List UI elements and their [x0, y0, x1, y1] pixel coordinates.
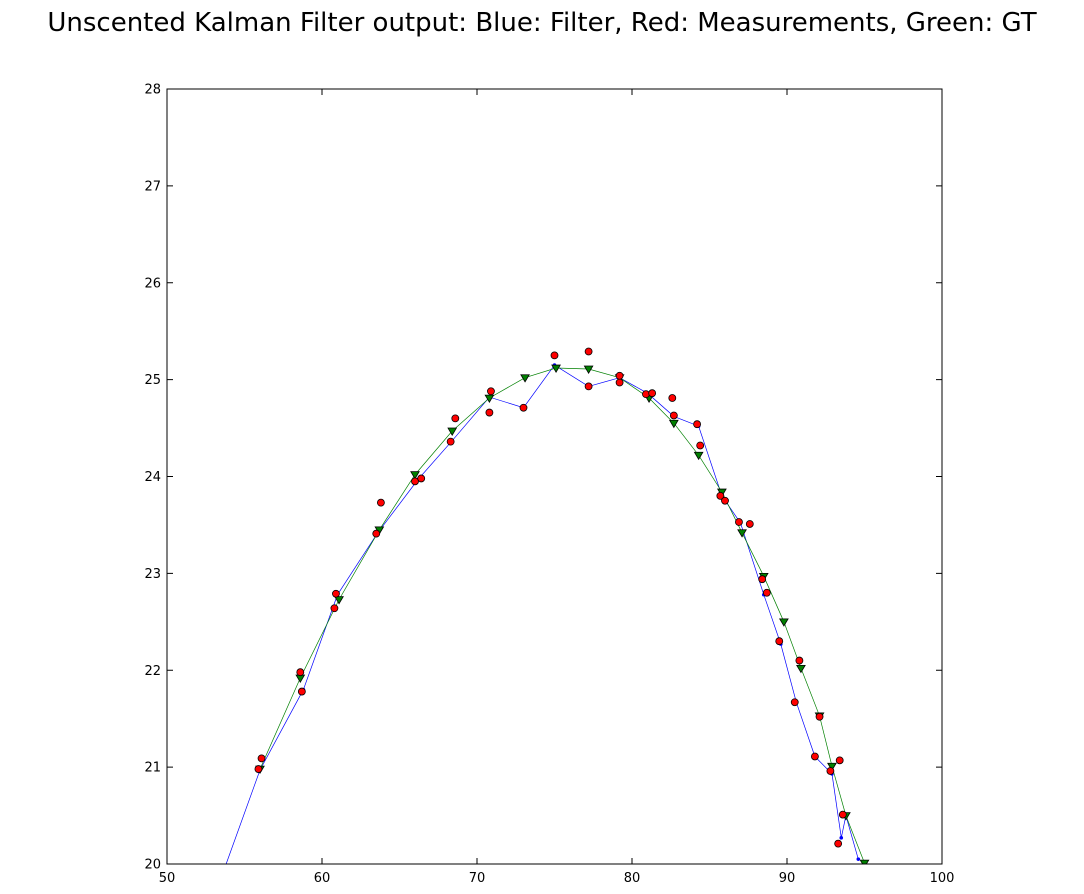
plot-frame: [166, 88, 943, 865]
measurement-point: [762, 588, 771, 597]
measurement-point: [550, 351, 559, 360]
ground-truth-point: [334, 596, 344, 605]
y-tick-label: 20: [144, 858, 161, 873]
x-tick-label: 50: [159, 871, 176, 886]
ground-truth-point: [693, 451, 704, 461]
ground-truth-point: [551, 364, 561, 373]
y-tick-label: 22: [144, 664, 161, 679]
measurement-point: [297, 687, 306, 696]
ground-truth-point: [737, 529, 747, 538]
measurement-point: [332, 589, 340, 598]
ground-truth-point: [447, 427, 458, 436]
x-tick-label: 70: [469, 871, 486, 886]
ground-truth-point: [410, 471, 420, 480]
measurement-point: [411, 477, 419, 486]
measurement-point: [417, 474, 426, 483]
plot-area: [167, 89, 942, 864]
filter-point: [839, 836, 844, 840]
measurement-point: [716, 491, 725, 500]
plot-series-group: [223, 347, 870, 871]
measurement-point: [826, 767, 835, 775]
measurement-point: [668, 394, 677, 402]
measurement-point: [615, 371, 624, 380]
measurement-point: [330, 604, 339, 613]
x-tick-label: 80: [624, 871, 641, 886]
y-tick-label: 24: [144, 470, 161, 485]
measurement-point: [721, 496, 729, 505]
measurement-point: [519, 403, 528, 412]
measurement-point: [485, 408, 494, 417]
measurement-point: [254, 765, 263, 773]
measurement-point: [745, 520, 754, 528]
measurement-point: [758, 575, 767, 584]
measurement-point: [376, 498, 385, 507]
measurement-point: [790, 698, 799, 707]
ground-truth-point: [796, 664, 806, 674]
measurement-point: [775, 637, 784, 646]
ground-truth-point: [827, 762, 837, 772]
measurement-point: [669, 411, 678, 420]
measurement-point: [584, 347, 593, 356]
y-tick-label: 28: [144, 83, 161, 98]
measurement-point: [446, 437, 455, 446]
measurement-point: [835, 756, 844, 765]
measurement-point: [696, 441, 705, 450]
measurement-point: [834, 839, 843, 848]
y-tick-label: 23: [144, 567, 161, 582]
measurement-point: [615, 378, 624, 387]
y-tick-label: 27: [144, 179, 161, 194]
measurement-point: [795, 656, 804, 665]
measurement-point: [838, 810, 847, 819]
measurement-point: [296, 668, 305, 677]
measurement-point: [451, 414, 460, 423]
y-tick-label: 21: [144, 761, 161, 776]
ground-truth-point: [520, 374, 530, 383]
measurement-point: [735, 518, 743, 526]
measurement-point: [584, 382, 593, 391]
measurement-point: [815, 712, 824, 721]
ground-truth-point: [668, 419, 679, 429]
measurement-point: [693, 420, 701, 429]
ground-truth-point: [484, 394, 495, 404]
measurement-point: [257, 754, 266, 763]
measurement-point: [372, 529, 381, 538]
y-tick-label: 26: [144, 276, 161, 291]
filter-point: [856, 857, 861, 861]
ground-truth-point: [779, 618, 789, 627]
measurement-point: [811, 752, 819, 761]
ground-truth-point: [583, 365, 594, 374]
chart-title: Unscented Kalman Filter output: Blue: Fi…: [47, 8, 1037, 38]
x-tick-label: 60: [314, 871, 331, 886]
x-tick-label: 100: [930, 871, 955, 886]
y-tick-label: 25: [144, 373, 161, 388]
x-tick-label: 90: [779, 871, 796, 886]
measurement-point: [487, 387, 495, 396]
measurement-point: [648, 389, 657, 398]
filter-point: [223, 867, 227, 871]
